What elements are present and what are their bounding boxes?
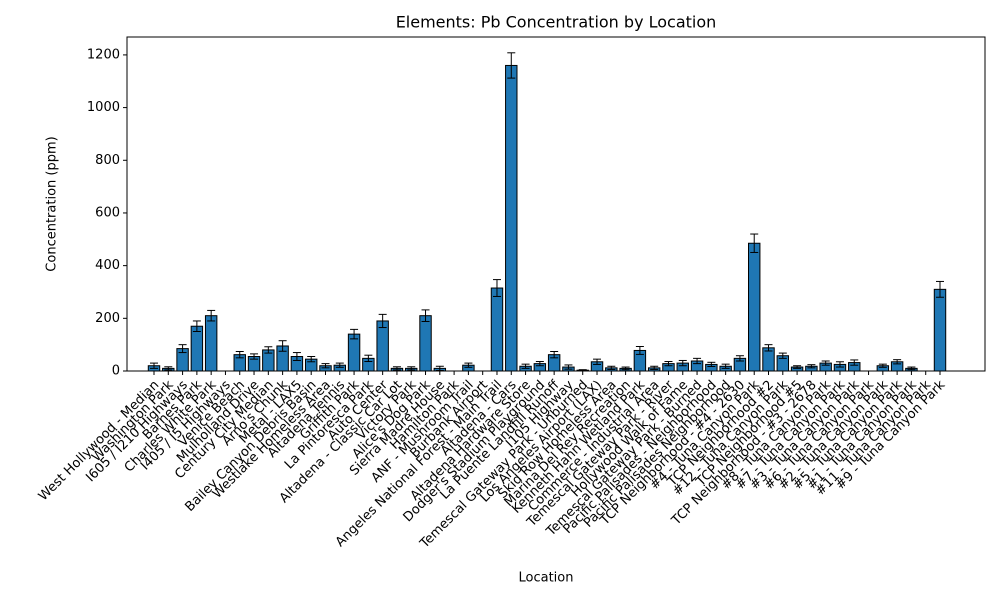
error-bar [492, 279, 501, 297]
error-bar [235, 351, 244, 359]
error-bar [607, 365, 616, 370]
error-bar [678, 359, 687, 367]
error-bar [764, 344, 773, 352]
error-bar [350, 328, 359, 340]
error-bar [593, 358, 602, 365]
error-bar [621, 366, 630, 371]
y-tick-label: 1200 [87, 47, 120, 62]
y-tick-label: 200 [95, 311, 120, 326]
y-tick-label: 0 [112, 364, 120, 379]
error-bar [192, 320, 201, 332]
error-bar [650, 365, 659, 370]
error-bar [378, 313, 387, 329]
error-bar [550, 351, 559, 359]
error-bar [335, 362, 344, 368]
plot-frame [126, 36, 986, 372]
error-bar [707, 361, 716, 368]
error-bar [321, 363, 330, 369]
y-tick-label: 400 [95, 258, 120, 273]
error-bar [893, 359, 902, 365]
x-tick-label: West Hollywood - Median [36, 378, 162, 504]
error-bar [507, 52, 516, 79]
bar [419, 315, 432, 372]
error-bar [564, 364, 573, 370]
y-axis-label: Concentration (ppm) [45, 136, 60, 271]
error-bar [164, 366, 173, 371]
error-bar [850, 359, 859, 366]
error-bar [392, 366, 401, 371]
y-tick-label: 600 [95, 205, 120, 220]
error-bar [364, 354, 373, 363]
error-bar [835, 361, 844, 368]
error-bar [207, 309, 216, 322]
error-bar [807, 364, 816, 369]
error-bar [278, 340, 287, 352]
error-bar [435, 365, 444, 371]
error-bar [535, 361, 544, 367]
error-bar [635, 346, 644, 355]
error-bar [821, 360, 830, 366]
bar [376, 320, 389, 372]
error-bar [778, 352, 787, 359]
error-bar [292, 352, 301, 361]
error-bar [464, 362, 473, 368]
bar [190, 325, 204, 372]
error-bar [521, 363, 530, 369]
chart-title: Elements: Pb Concentration by Location [396, 13, 717, 32]
bar [933, 288, 947, 372]
error-bar [407, 366, 416, 371]
error-bar [178, 344, 187, 354]
error-bar [936, 280, 944, 298]
y-tick-label: 1000 [87, 100, 120, 115]
error-bar [421, 309, 430, 322]
error-bar [250, 353, 259, 360]
error-bar [150, 362, 158, 369]
error-bar [264, 346, 273, 354]
error-bar [793, 365, 802, 369]
error-bar [664, 361, 673, 367]
y-tick-label: 800 [95, 153, 120, 168]
bar [748, 242, 761, 372]
error-bar [721, 363, 730, 369]
error-bar [878, 363, 887, 368]
error-bar [693, 357, 702, 365]
bar [204, 315, 218, 372]
x-axis-label: Location [519, 571, 574, 586]
error-bar [907, 366, 916, 371]
error-bar [735, 355, 744, 362]
bar [347, 333, 361, 372]
error-bar [750, 233, 759, 253]
bar [505, 64, 518, 372]
bar [490, 287, 504, 372]
error-bar [307, 356, 316, 363]
